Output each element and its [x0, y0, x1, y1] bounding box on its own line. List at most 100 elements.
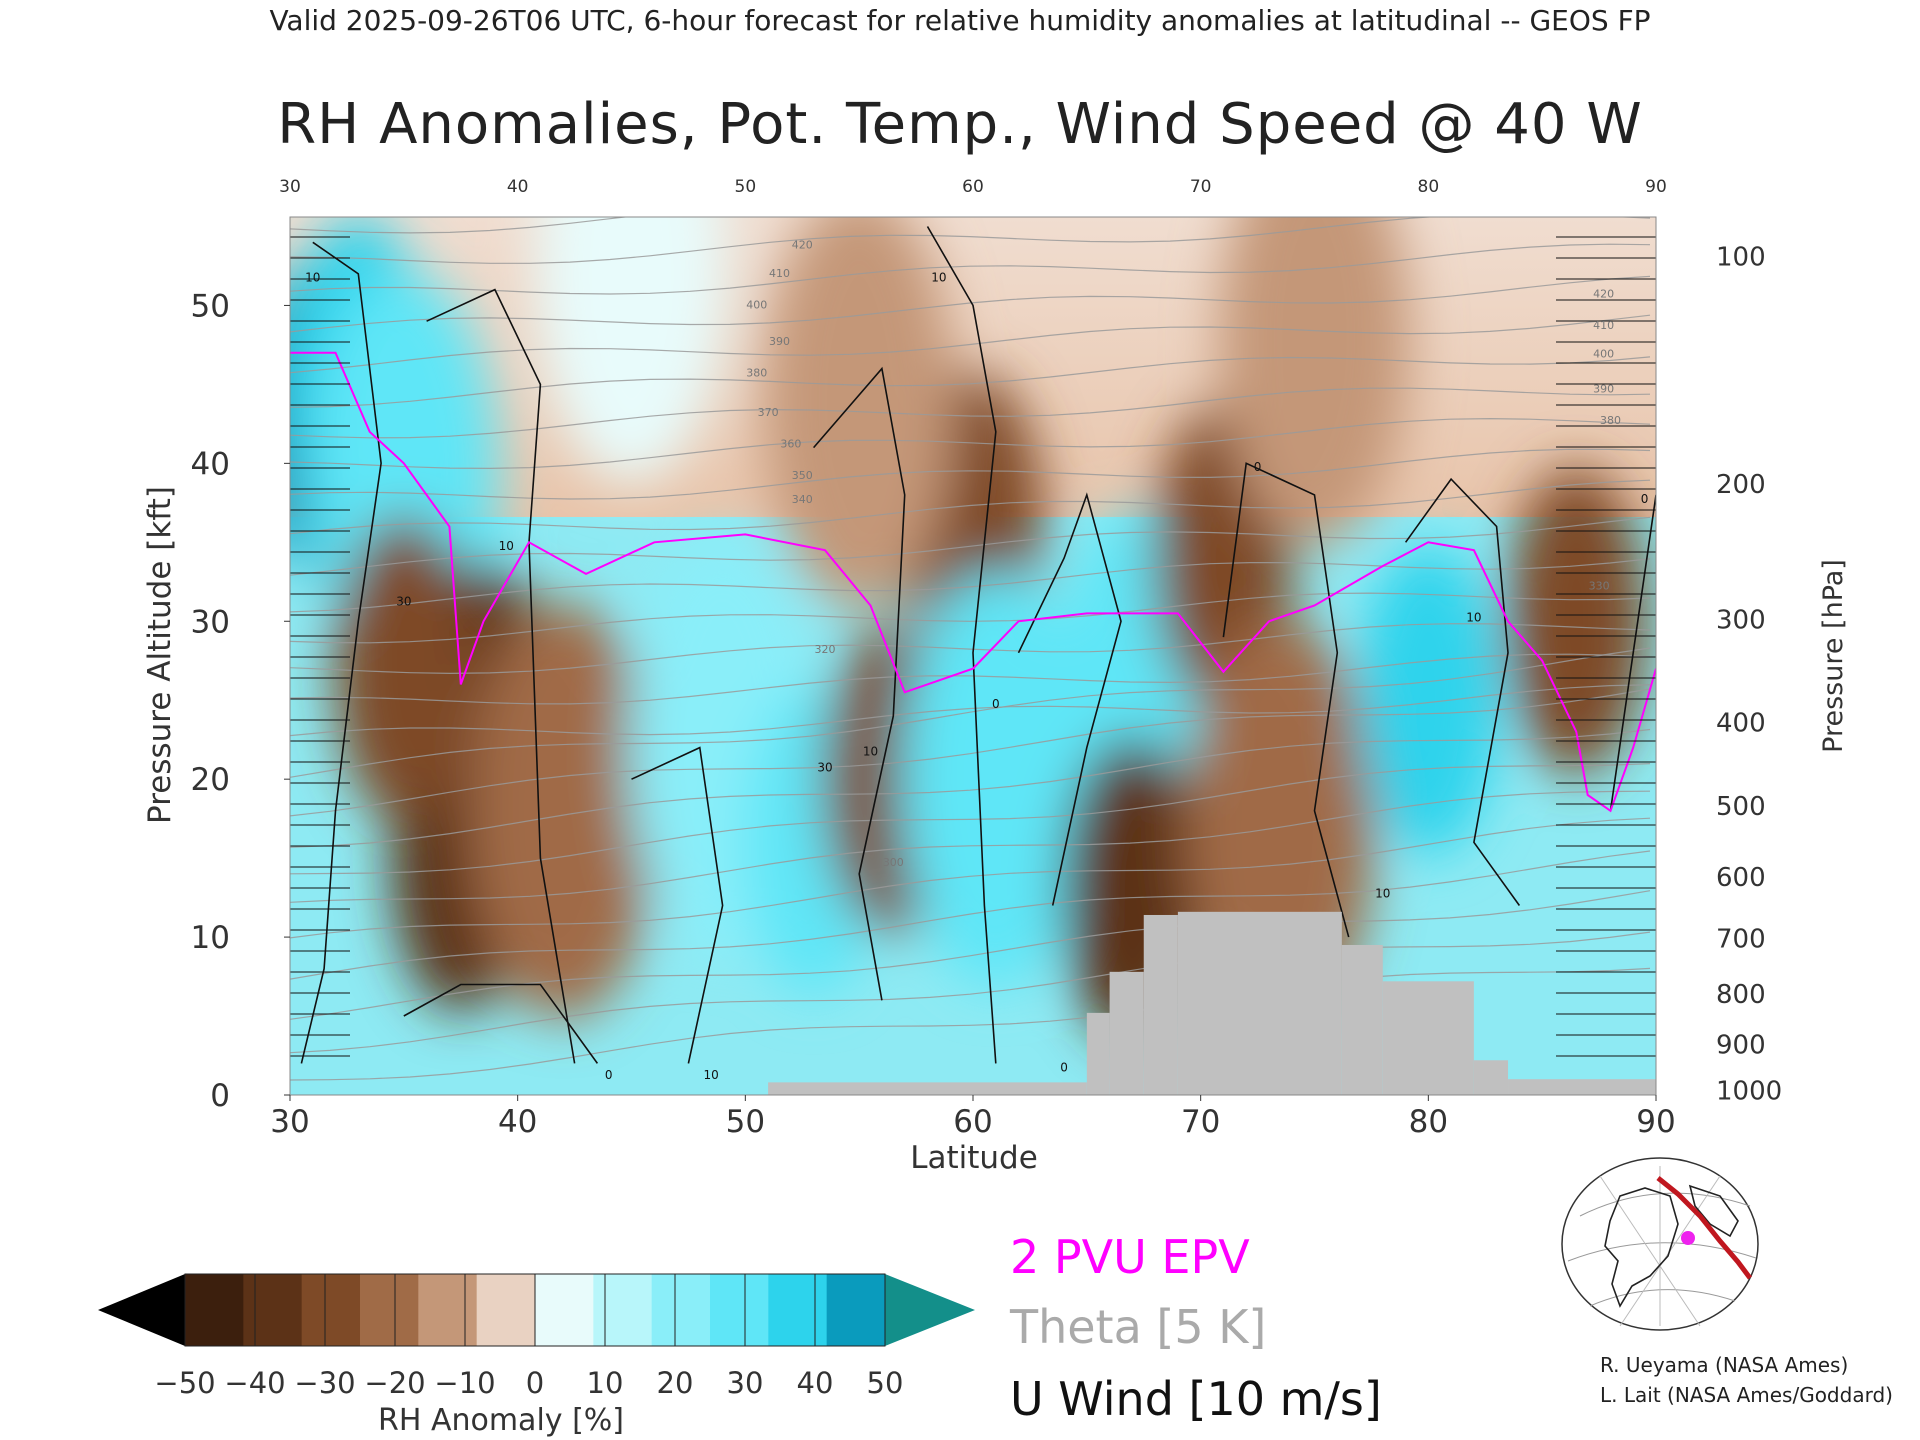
theta-contour: [290, 314, 1651, 374]
wind-contour: [1017, 492, 1122, 906]
theta-contour: [290, 356, 1651, 408]
colorbar-segment: [710, 1274, 769, 1346]
legend-theta: Theta [5 K]: [1010, 1300, 1266, 1354]
legend-theta-label: Theta [5 K]: [1010, 1300, 1267, 1354]
wind-label: 0: [1254, 460, 1262, 474]
theta-label: 380: [1600, 414, 1621, 427]
field-cell: [1219, 217, 1410, 546]
theta-contour: [290, 850, 1651, 980]
colorbar-segment: [826, 1274, 886, 1346]
theta-contour: [290, 275, 1651, 333]
wind-contour: [812, 366, 906, 1001]
x-top-tick-label: 60: [962, 177, 984, 197]
wind-label: 10: [1375, 887, 1390, 901]
wind-contour: [300, 241, 382, 1064]
theta-contour: [290, 592, 1651, 644]
chart-title: RH Anomalies, Pot. Temp., Wind Speed @ 4…: [277, 92, 1643, 157]
y-tick-label: 50: [191, 288, 230, 324]
y-tick-label: 30: [191, 604, 230, 640]
theta-contour: [290, 684, 1651, 737]
legend-epv-label: 2 PVU EPV: [1010, 1230, 1250, 1284]
terrain-block: [768, 1082, 1087, 1095]
pressure-tick-label: 900: [1716, 1030, 1766, 1060]
credit-line-1: R. Ueyama (NASA Ames): [1600, 1353, 1849, 1377]
wind-label: 10: [863, 744, 878, 758]
terrain-block: [1109, 971, 1144, 1095]
terrain-block: [1341, 944, 1383, 1095]
terrain-block: [1086, 1012, 1110, 1095]
pressure-tick-label: 300: [1716, 606, 1766, 636]
theta-contour: [290, 653, 1651, 705]
contour-labels: 420 410 400 390 380 370 360 350 340 420 410 400 390 3…: [305, 239, 1648, 1083]
colorbar-tick-label: 30: [727, 1366, 764, 1400]
theta-contours: [290, 217, 1651, 1081]
theta-label: 420: [1593, 288, 1614, 301]
plot-area: 420 410 400 390 380 370 360 350 340 420 410 400 390 3…: [290, 217, 1656, 1095]
theta-contour: [290, 817, 1651, 939]
x-top-tick-label: 40: [507, 177, 529, 197]
theta-label: 390: [769, 335, 790, 348]
colorbar-segment: [301, 1274, 361, 1346]
terrain-block: [1473, 1060, 1509, 1095]
pressure-grid-ticks: [290, 236, 1656, 1057]
pressure-tick-label: 200: [1716, 470, 1766, 500]
terrain-mask: [768, 911, 1656, 1095]
colorbar-tick-label: 40: [797, 1366, 834, 1400]
wind-label: 10: [499, 539, 514, 553]
terrain-block: [1508, 1079, 1656, 1095]
x-tick-label: 50: [726, 1104, 765, 1140]
wind-label: 0: [1060, 1060, 1068, 1074]
field-cell: [333, 514, 474, 823]
pressure-tick-label: 700: [1716, 925, 1766, 955]
y-tick-label: 0: [210, 1078, 230, 1114]
theta-label: 390: [1593, 382, 1614, 395]
x-top-tick-label: 50: [735, 177, 757, 197]
theta-label: 400: [1593, 348, 1614, 361]
x-top-tick-label: 30: [279, 177, 301, 197]
theta-label: 420: [792, 239, 813, 252]
theta-label: 300: [883, 856, 904, 869]
theta-label: 330: [1589, 580, 1610, 593]
wind-contour: [1222, 462, 1350, 938]
field-cell: [468, 601, 659, 1020]
colorbar-tick-label: 50: [867, 1366, 904, 1400]
wind-contour: [426, 288, 576, 1064]
theta-contour: [290, 763, 1651, 875]
colorbar-segment: [243, 1274, 303, 1346]
locator-map: [1561, 1157, 1759, 1331]
colorbar-tick-label: 10: [587, 1366, 624, 1400]
legend-epv: 2 PVU EPV: [1010, 1230, 1250, 1284]
y-axis-label: Pressure Altitude [kft]: [142, 486, 178, 824]
epv-contour: [290, 351, 1656, 813]
x-tick-label: 60: [953, 1104, 992, 1140]
theta-contour: [290, 448, 1651, 500]
epv-contour-line: [290, 351, 1656, 813]
y-axis: 0 10 20 30 40 50: [191, 288, 290, 1114]
map-location-dot: [1681, 1231, 1695, 1245]
pressure-axis: 100 200 300 400 500 600 700 800 900 1000: [1716, 242, 1782, 1106]
colorbar-tick-label: 0: [526, 1366, 544, 1400]
wind-label: 0: [605, 1068, 613, 1082]
colorbar-over-arrow: [885, 1274, 975, 1346]
theta-contour: [290, 387, 1651, 439]
theta-label: 400: [746, 299, 767, 312]
theta-label: 350: [792, 469, 813, 482]
x-tick-label: 90: [1636, 1104, 1675, 1140]
pressure-tick-label: 400: [1716, 708, 1766, 738]
pressure-tick-label: 800: [1716, 980, 1766, 1010]
wind-label: 0: [992, 697, 1000, 711]
theta-contour: [290, 967, 1651, 1081]
x-axis: 30 40 50 60 70 80 90: [270, 1095, 1676, 1140]
theta-label: 340: [792, 493, 813, 506]
field-cell: [536, 217, 727, 483]
figure-suptitle: Valid 2025-09-26T06 UTC, 6-hour forecast…: [269, 4, 1651, 37]
colorbar-segment: [360, 1274, 419, 1346]
theta-contour: [290, 790, 1651, 903]
theta-contour: [290, 647, 1651, 778]
credit-line-2: L. Lait (NASA Ames/Goddard): [1600, 1383, 1893, 1407]
field-cell: [900, 570, 1091, 989]
wind-contour: [926, 226, 997, 1064]
field-cell: [1358, 546, 1499, 855]
wind-label: 10: [1466, 610, 1481, 624]
